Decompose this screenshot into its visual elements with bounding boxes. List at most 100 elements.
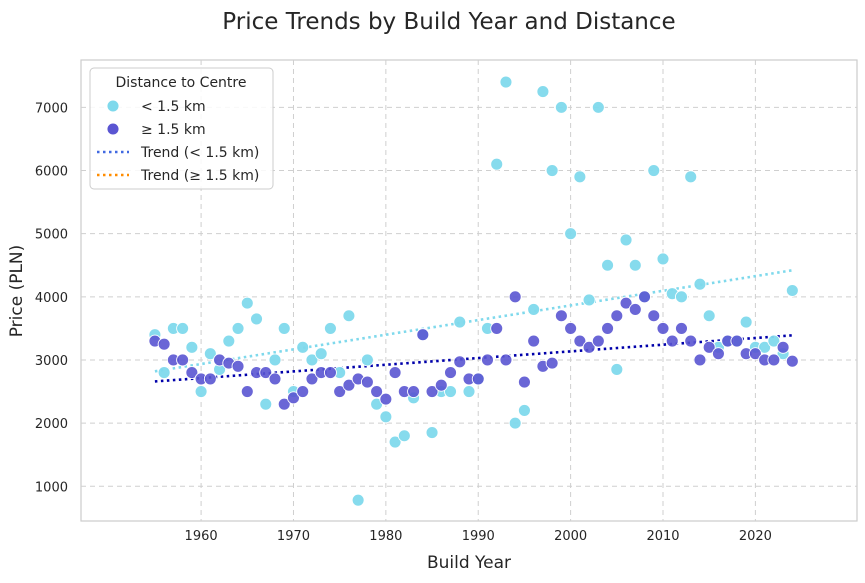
- point-far-centre: [647, 309, 661, 323]
- point-near-centre: [564, 227, 578, 241]
- point-near-centre: [684, 170, 698, 184]
- point-near-centre: [499, 75, 513, 89]
- x-tick-label: 1980: [369, 529, 402, 544]
- point-near-centre: [379, 410, 393, 424]
- point-far-centre: [407, 385, 421, 398]
- point-far-centre: [203, 372, 217, 386]
- point-far-centre: [444, 366, 457, 380]
- plot-area: [80, 59, 858, 522]
- point-far-centre: [582, 340, 596, 354]
- point-far-centre: [471, 372, 485, 386]
- point-far-centre: [573, 334, 587, 348]
- point-near-centre: [176, 321, 190, 335]
- point-near-centre: [527, 302, 541, 316]
- legend-box: [89, 67, 274, 190]
- point-far-centre: [416, 328, 430, 342]
- point-far-centre: [601, 321, 615, 335]
- trend-line-far-centre: [154, 334, 793, 383]
- point-near-centre: [231, 321, 245, 335]
- point-near-centre: [194, 385, 208, 398]
- point-near-centre: [222, 334, 236, 348]
- point-far-centre: [610, 309, 624, 323]
- point-near-centre: [610, 362, 624, 376]
- point-near-centre: [767, 334, 781, 348]
- point-far-centre: [240, 385, 254, 398]
- point-far-centre: [360, 375, 374, 389]
- point-far-centre: [508, 290, 522, 304]
- point-far-centre: [628, 302, 642, 316]
- point-far-centre: [675, 321, 688, 335]
- y-tick-label: 6000: [35, 165, 68, 180]
- legend-title: Distance to Centre: [116, 75, 247, 91]
- x-tick-label: 2000: [554, 529, 587, 544]
- x-tick-label: 2010: [646, 529, 679, 544]
- y-tick-label: 4000: [35, 291, 68, 306]
- point-near-centre: [203, 347, 217, 361]
- point-near-centre: [591, 100, 605, 114]
- legend-label: ≥ 1.5 km: [141, 122, 206, 138]
- x-axis-title: Build Year: [427, 553, 511, 573]
- legend-marker: [106, 122, 120, 136]
- point-far-centre: [554, 309, 568, 323]
- point-far-centre: [453, 355, 467, 369]
- point-near-centre: [693, 277, 707, 291]
- point-near-centre: [785, 284, 799, 297]
- point-far-centre: [619, 296, 633, 310]
- chart-title: Price Trends by Build Year and Distance: [222, 9, 675, 35]
- point-far-centre: [564, 321, 578, 335]
- point-near-centre: [758, 340, 772, 354]
- point-near-centre: [388, 435, 402, 449]
- point-near-centre: [517, 404, 531, 417]
- point-far-centre: [665, 334, 679, 348]
- point-near-centre: [656, 252, 670, 266]
- trend-lines: [154, 269, 793, 383]
- point-near-centre: [647, 164, 661, 177]
- y-tick-label: 3000: [35, 354, 68, 369]
- legend-label: Trend (≥ 1.5 km): [140, 168, 259, 184]
- y-tick-label: 5000: [35, 228, 68, 243]
- point-far-centre: [342, 378, 356, 392]
- point-near-centre: [342, 309, 356, 323]
- y-axis-ticks: 1000 2000 3000 4000 5000 6000 7000: [35, 101, 68, 495]
- x-tick-label: 1970: [277, 529, 310, 544]
- point-near-centre: [554, 100, 568, 114]
- point-far-centre: [379, 392, 393, 406]
- point-near-centre: [444, 385, 457, 398]
- point-near-centre: [277, 321, 291, 335]
- point-near-centre: [314, 347, 328, 361]
- point-far-centre: [527, 334, 541, 348]
- point-near-centre: [582, 293, 596, 307]
- y-tick-label: 2000: [35, 417, 68, 432]
- point-far-centre: [702, 340, 716, 354]
- legend-label: < 1.5 km: [141, 99, 206, 115]
- point-near-centre: [536, 85, 550, 99]
- point-near-centre: [397, 429, 411, 443]
- point-near-centre: [185, 340, 199, 354]
- legend-items: < 1.5 km ≥ 1.5 km Trend (< 1.5 km) Trend (≥…: [97, 99, 259, 184]
- x-axis-ticks: 1960 1970 1980 1990 2000 2010 2020: [185, 529, 772, 544]
- point-far-centre: [591, 334, 605, 348]
- point-far-centre: [434, 378, 448, 392]
- point-near-centre: [628, 258, 642, 272]
- point-far-centre: [231, 359, 245, 373]
- point-far-centre: [157, 337, 171, 351]
- point-far-centre: [767, 353, 781, 367]
- point-near-centre: [675, 290, 688, 304]
- point-near-centre: [323, 321, 337, 335]
- data-points: [148, 75, 799, 507]
- point-near-centre: [490, 157, 504, 171]
- point-far-centre: [499, 353, 513, 367]
- point-far-centre: [268, 372, 282, 386]
- y-tick-label: 7000: [35, 101, 68, 116]
- point-far-centre: [185, 366, 199, 380]
- point-far-centre: [305, 372, 319, 386]
- point-near-centre: [250, 312, 263, 326]
- point-far-centre: [684, 334, 698, 348]
- point-near-centre: [240, 296, 254, 310]
- point-far-centre: [638, 290, 651, 304]
- legend-label: Trend (< 1.5 km): [140, 145, 259, 161]
- point-far-centre: [481, 353, 494, 367]
- y-tick-label: 1000: [35, 480, 68, 495]
- point-near-centre: [453, 315, 467, 329]
